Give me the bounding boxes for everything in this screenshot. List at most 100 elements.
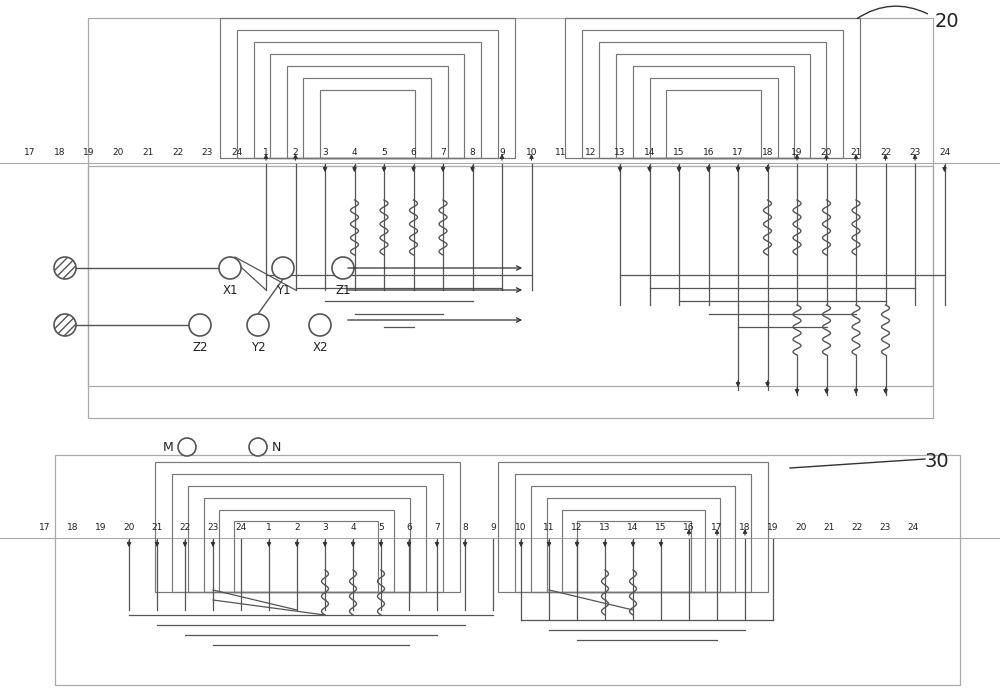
Bar bbox=[55, 455, 960, 685]
Circle shape bbox=[272, 257, 294, 279]
Bar bbox=[88, 18, 933, 418]
Bar bbox=[188, 486, 426, 592]
Text: 22: 22 bbox=[179, 523, 191, 532]
Bar bbox=[531, 486, 735, 592]
Text: 15: 15 bbox=[673, 148, 685, 157]
Text: X2: X2 bbox=[312, 341, 328, 354]
Circle shape bbox=[249, 438, 267, 456]
Text: 9: 9 bbox=[490, 523, 496, 532]
Text: 22: 22 bbox=[172, 148, 183, 157]
Bar bbox=[220, 18, 515, 158]
Bar bbox=[254, 42, 481, 158]
Text: 21: 21 bbox=[151, 523, 163, 532]
Text: 23: 23 bbox=[207, 523, 219, 532]
Text: 12: 12 bbox=[571, 523, 583, 532]
Text: 18: 18 bbox=[67, 523, 79, 532]
Bar bbox=[172, 474, 443, 592]
Text: 19: 19 bbox=[83, 148, 95, 157]
Bar bbox=[219, 510, 394, 592]
Text: 21: 21 bbox=[823, 523, 835, 532]
Text: 21: 21 bbox=[142, 148, 154, 157]
Text: 10: 10 bbox=[526, 148, 537, 157]
Text: 17: 17 bbox=[24, 148, 36, 157]
Text: 23: 23 bbox=[879, 523, 891, 532]
Circle shape bbox=[219, 257, 241, 279]
Bar bbox=[565, 18, 860, 158]
Text: 20: 20 bbox=[123, 523, 135, 532]
Text: 4: 4 bbox=[350, 523, 356, 532]
Circle shape bbox=[332, 257, 354, 279]
Bar bbox=[633, 66, 794, 158]
Text: 6: 6 bbox=[411, 148, 416, 157]
Bar bbox=[577, 521, 691, 592]
Text: 13: 13 bbox=[599, 523, 611, 532]
Text: 14: 14 bbox=[627, 523, 639, 532]
Text: 11: 11 bbox=[555, 148, 567, 157]
Text: 10: 10 bbox=[515, 523, 527, 532]
Text: 18: 18 bbox=[739, 523, 751, 532]
Text: 11: 11 bbox=[543, 523, 555, 532]
Text: 14: 14 bbox=[644, 148, 655, 157]
Text: 8: 8 bbox=[470, 148, 475, 157]
Text: 23: 23 bbox=[909, 148, 921, 157]
Text: 9: 9 bbox=[499, 148, 505, 157]
Text: 20: 20 bbox=[113, 148, 124, 157]
Text: 15: 15 bbox=[655, 523, 667, 532]
Text: 20: 20 bbox=[935, 12, 960, 31]
Text: 24: 24 bbox=[907, 523, 919, 532]
Bar bbox=[666, 90, 761, 158]
Bar bbox=[287, 66, 448, 158]
Bar bbox=[498, 462, 768, 592]
Bar bbox=[599, 42, 826, 158]
Bar bbox=[320, 90, 415, 158]
Text: 16: 16 bbox=[703, 148, 714, 157]
Text: 4: 4 bbox=[352, 148, 357, 157]
Text: 17: 17 bbox=[732, 148, 744, 157]
Text: 19: 19 bbox=[95, 523, 107, 532]
Text: Y2: Y2 bbox=[251, 341, 265, 354]
Bar bbox=[155, 462, 460, 592]
Circle shape bbox=[247, 314, 269, 336]
Bar bbox=[234, 521, 378, 592]
Text: 24: 24 bbox=[235, 523, 247, 532]
Text: 7: 7 bbox=[440, 148, 446, 157]
Text: 12: 12 bbox=[585, 148, 596, 157]
Text: 19: 19 bbox=[791, 148, 803, 157]
Text: N: N bbox=[272, 440, 281, 453]
Circle shape bbox=[309, 314, 331, 336]
Text: 2: 2 bbox=[294, 523, 300, 532]
Text: 17: 17 bbox=[39, 523, 51, 532]
Text: 8: 8 bbox=[462, 523, 468, 532]
Text: Z1: Z1 bbox=[335, 284, 351, 297]
Text: 20: 20 bbox=[795, 523, 807, 532]
Text: 18: 18 bbox=[54, 148, 65, 157]
Text: 24: 24 bbox=[939, 148, 950, 157]
Text: 16: 16 bbox=[683, 523, 695, 532]
Text: Z2: Z2 bbox=[192, 341, 208, 354]
Bar bbox=[650, 78, 778, 158]
Text: 19: 19 bbox=[767, 523, 779, 532]
Bar bbox=[270, 54, 464, 158]
Text: Y1: Y1 bbox=[276, 284, 290, 297]
Text: 17: 17 bbox=[711, 523, 723, 532]
Circle shape bbox=[189, 314, 211, 336]
Bar bbox=[562, 510, 705, 592]
Text: M: M bbox=[162, 440, 173, 453]
Text: 13: 13 bbox=[614, 148, 626, 157]
Text: 22: 22 bbox=[880, 148, 891, 157]
Text: 24: 24 bbox=[231, 148, 242, 157]
Bar bbox=[204, 498, 410, 592]
Text: 21: 21 bbox=[850, 148, 862, 157]
Bar bbox=[237, 30, 498, 158]
Bar bbox=[547, 498, 720, 592]
Text: 3: 3 bbox=[322, 523, 328, 532]
Circle shape bbox=[54, 257, 76, 279]
Text: 5: 5 bbox=[378, 523, 384, 532]
Text: 2: 2 bbox=[293, 148, 298, 157]
Text: 6: 6 bbox=[406, 523, 412, 532]
Bar bbox=[515, 474, 751, 592]
Text: 7: 7 bbox=[434, 523, 440, 532]
Text: 20: 20 bbox=[821, 148, 832, 157]
Text: X1: X1 bbox=[222, 284, 238, 297]
Circle shape bbox=[178, 438, 196, 456]
